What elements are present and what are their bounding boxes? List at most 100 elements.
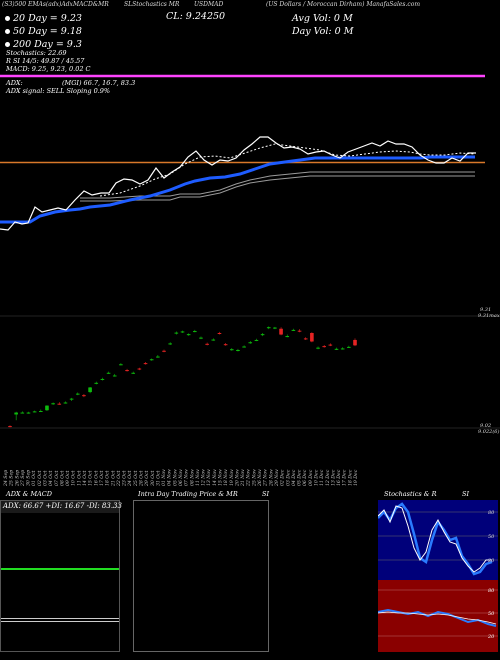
date-tick-label: 31 Oct (155, 470, 161, 486)
scale-top-label: 9.31 (480, 307, 491, 313)
date-tick-label: 25 Sep (9, 470, 15, 487)
date-tick-label: 30 Sep (26, 470, 32, 486)
stoch-white-line (378, 505, 492, 573)
date-tick-label: 15 Nov (218, 469, 224, 486)
candle-body (285, 336, 290, 338)
candle-body (14, 412, 18, 415)
date-tick-label: 25 Nov (251, 469, 257, 487)
date-labels-group: 24 Sep 25 Sep 26 Sep 27 Sep 30 Sep 01 Oct 02 O… (3, 469, 359, 487)
date-tick-label: 06 Nov (178, 469, 184, 486)
candle-body (260, 334, 265, 336)
date-tick-label: 02 Oct (37, 470, 43, 486)
candle-body (217, 332, 222, 334)
candle-body (174, 332, 179, 334)
candle-body (100, 378, 105, 380)
candle-body (63, 402, 68, 404)
date-tick-label: 09 Oct (65, 470, 71, 486)
date-axis: 24 Sep 25 Sep 26 Sep 27 Sep 30 Sep 01 Oct 02 O… (3, 469, 359, 487)
ema-200-dot-icon (5, 42, 10, 47)
scale-bottom-sub-label: 9.022(6) (478, 428, 499, 435)
date-tick-label: 07 Oct (54, 470, 60, 486)
candle-body (328, 344, 333, 346)
stoch-tick-20: 20 (487, 558, 495, 564)
date-tick-label: 04 Nov (167, 469, 173, 486)
candle-body (347, 346, 351, 348)
date-tick-label: 28 Oct (138, 470, 144, 487)
header-mid: SLStochastics MR (124, 1, 180, 8)
candle-body (205, 343, 209, 345)
ema-20-dot-icon (5, 16, 10, 21)
candle-chart: 9.31 9.31max 9.02 9.022(6) (0, 307, 500, 435)
date-tick-label: 07 Nov (184, 469, 190, 486)
date-tick-label: 29 Oct (144, 470, 150, 487)
date-tick-label: 28 Nov (268, 469, 274, 487)
date-tick-label: 01 Nov (161, 469, 167, 486)
stoch-title: Stochastics & R (384, 490, 437, 498)
candle-body (273, 327, 277, 329)
date-tick-label: 11 Nov (195, 469, 201, 486)
date-tick-label: 29 Nov (274, 469, 280, 487)
date-tick-label: 26 Nov (257, 469, 263, 487)
candle-body (143, 363, 148, 365)
candle-body (310, 332, 314, 342)
candle-body (69, 398, 74, 400)
candle-body (94, 382, 99, 384)
ema-legend-20: 20 Day = 9.23 (5, 13, 82, 24)
date-tick-label: 18 Nov (223, 469, 229, 486)
date-tick-label: 11 Dec (319, 469, 325, 486)
candle-body (316, 347, 320, 349)
close-price: CL: 9.24250 (166, 11, 226, 22)
intraday-panel (133, 500, 269, 652)
date-tick-label: 23 Oct (122, 470, 128, 487)
date-tick-label: 06 Dec (302, 469, 308, 486)
candle-body (88, 387, 92, 393)
adx-macd-panel: ADX: 66.67 +DI: 16.67 -DI: 83.33 (0, 500, 122, 652)
date-tick-label: 09 Dec (308, 469, 314, 486)
rsi-white-line (378, 611, 497, 625)
rsi-tick-80: 80 (488, 588, 495, 594)
candle-body (8, 426, 12, 428)
avg-volume: Avg Vol: 0 M (292, 13, 353, 24)
date-tick-label: 15 Oct (88, 470, 94, 486)
dotted-ema-line (99, 143, 476, 197)
date-tick-label: 30 Oct (150, 470, 156, 486)
ema-chart (0, 74, 485, 231)
macd-white-line-2 (1, 621, 119, 622)
stoch-tick-80: 80 (488, 510, 495, 516)
candle-body (266, 327, 271, 329)
date-tick-label: 16 Dec (336, 469, 342, 486)
scale-bottom-label: 9.02 (480, 423, 491, 429)
date-tick-label: 10 Oct (71, 470, 77, 486)
candle-body (119, 364, 123, 366)
candle-body (131, 372, 136, 374)
header-desc: (US Dollars / Moroccan Dirham) ManafaSal… (266, 1, 421, 8)
blue-ema-line (0, 155, 475, 224)
date-tick-label: 18 Dec (347, 469, 353, 486)
macd-readout: MACD: 9.25, 9.23, 0.02 C (6, 65, 91, 73)
date-tick-label: 12 Nov (201, 469, 207, 486)
date-tick-label: 21 Oct (110, 470, 116, 487)
candle-body (223, 344, 228, 346)
date-tick-label: 13 Dec (330, 469, 336, 486)
white-price-line (0, 136, 476, 231)
candle-body (156, 356, 160, 358)
adx-macd-title: ADX & MACD (6, 490, 52, 498)
stoch-panel: 80 50 20 (378, 500, 498, 580)
candle-body (248, 342, 253, 344)
date-tick-label: 05 Nov (172, 469, 178, 486)
date-tick-label: 16 Oct (93, 470, 99, 486)
candle-body (340, 348, 345, 350)
header-symbol: USDMAD (194, 1, 224, 8)
date-tick-label: 08 Oct (59, 470, 65, 486)
rsi-tick-50: 50 (488, 611, 495, 617)
date-tick-label: 03 Dec (285, 469, 291, 486)
date-tick-label: 21 Nov (240, 469, 246, 487)
ema-50-dot-icon (5, 29, 10, 34)
date-tick-label: 17 Oct (99, 470, 105, 486)
stoch-tick-50: 50 (488, 534, 495, 540)
date-tick-label: 22 Nov (246, 469, 252, 487)
adx-readout: ADX: (6, 79, 23, 87)
candle-body (20, 412, 25, 414)
stoch-blue-line (378, 502, 493, 576)
candle-body (211, 339, 216, 341)
